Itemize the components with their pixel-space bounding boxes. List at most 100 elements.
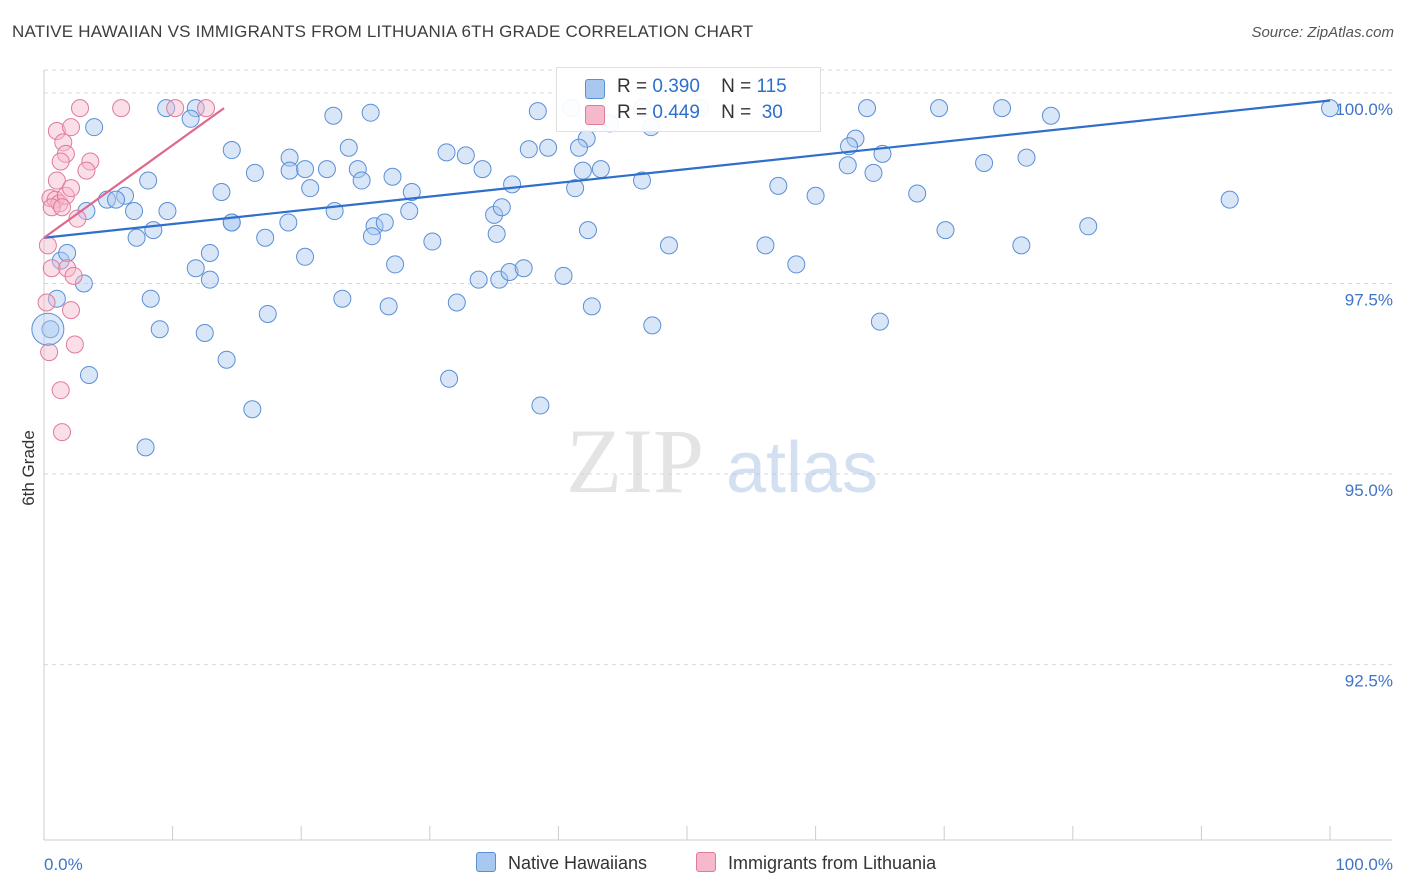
data-point: [1012, 236, 1031, 255]
data-point: [975, 154, 994, 173]
data-point: [379, 297, 398, 316]
data-point: [1017, 148, 1036, 167]
data-point: [62, 301, 81, 320]
data-point: [77, 161, 96, 180]
r-value-hawaiians: 0.390: [652, 76, 700, 97]
legend-label: Immigrants from Lithuania: [728, 853, 937, 873]
data-point: [74, 274, 93, 293]
data-point: [908, 184, 927, 203]
n-value-hawaiians: 115: [756, 76, 787, 97]
data-point: [245, 163, 264, 182]
x-tick-label: 100.0%: [1335, 855, 1393, 874]
data-point: [80, 365, 99, 384]
data-point: [317, 160, 336, 179]
legend-label: Native Hawaiians: [508, 853, 648, 873]
r-label: R =: [617, 102, 648, 123]
data-point: [437, 143, 456, 162]
data-point: [181, 109, 200, 128]
data-point: [64, 266, 83, 285]
data-point: [756, 236, 775, 255]
data-point: [296, 247, 315, 266]
data-point: [870, 312, 889, 331]
x-tick-label: 0.0%: [44, 855, 83, 874]
data-point: [280, 148, 299, 167]
data-point: [1321, 99, 1339, 118]
y-tick-label: 97.5%: [1345, 290, 1393, 309]
data-point: [186, 259, 205, 278]
axes: [43, 70, 1392, 841]
data-point: [42, 198, 61, 217]
data-point: [787, 255, 806, 274]
data-point: [280, 161, 299, 180]
data-point: [514, 259, 533, 278]
data-point: [296, 160, 315, 179]
source-label: Source: ZipAtlas.com: [1251, 24, 1394, 41]
data-point: [41, 320, 60, 339]
data-point: [582, 297, 601, 316]
tick-labels: 92.5% 95.0% 97.5% 100.0% 0.0% 100.0%: [44, 100, 1393, 874]
data-point: [569, 138, 588, 157]
data-point: [158, 202, 177, 221]
data-point: [838, 156, 857, 175]
y-tick-label: 100.0%: [1335, 100, 1393, 119]
data-point: [500, 263, 519, 282]
data-point: [348, 160, 367, 179]
data-point: [58, 243, 77, 262]
data-points: [31, 99, 1339, 457]
data-point: [62, 118, 81, 137]
y-tick-label: 92.5%: [1345, 672, 1393, 691]
data-point: [591, 160, 610, 179]
data-point: [38, 236, 57, 255]
data-point: [243, 400, 262, 419]
data-point: [53, 198, 72, 217]
data-point: [400, 202, 419, 221]
legend-item-hawaiians: Native Hawaiians: [476, 852, 647, 874]
data-point: [222, 141, 241, 160]
data-point: [186, 99, 205, 118]
data-point: [65, 335, 84, 354]
data-point: [85, 118, 104, 137]
data-point: [71, 99, 90, 118]
data-point: [54, 133, 73, 152]
data-point: [339, 138, 358, 157]
data-point: [51, 152, 70, 171]
data-point: [107, 190, 126, 209]
data-point: [573, 161, 592, 180]
data-point: [858, 99, 877, 118]
data-point: [659, 236, 678, 255]
trend-lines: [43, 99, 1331, 239]
legend-swatch: [696, 852, 716, 872]
data-point: [402, 182, 421, 201]
data-point: [519, 140, 538, 159]
data-point: [51, 251, 70, 270]
data-point: [47, 289, 66, 308]
data-point: [51, 381, 70, 400]
legend-swatch: [476, 852, 496, 872]
data-point: [77, 202, 96, 221]
data-point-cluster: [31, 312, 65, 346]
legend-swatch-hawaiians: [585, 79, 605, 99]
trend-line: [43, 107, 225, 239]
data-point: [212, 182, 231, 201]
data-point: [993, 99, 1012, 118]
data-point: [301, 179, 320, 198]
data-point: [447, 293, 466, 312]
data-point: [806, 186, 825, 205]
data-point: [62, 179, 81, 198]
data-point: [643, 316, 662, 335]
n-value-lithuania: 30: [761, 102, 783, 123]
y-axis-label: 6th Grade: [19, 430, 38, 506]
data-point: [58, 259, 77, 278]
data-point: [81, 152, 100, 171]
data-point: [112, 99, 131, 118]
trend-line: [43, 99, 1331, 239]
data-point: [554, 266, 573, 285]
data-point: [127, 228, 146, 247]
correlation-legend: R = 0.390 N = 115 R = 0.449 N = 30: [556, 67, 821, 132]
data-point: [53, 423, 72, 442]
data-point: [930, 99, 949, 118]
data-point: [324, 106, 343, 125]
legend-swatch-lithuania: [585, 105, 605, 125]
data-point: [469, 270, 488, 289]
